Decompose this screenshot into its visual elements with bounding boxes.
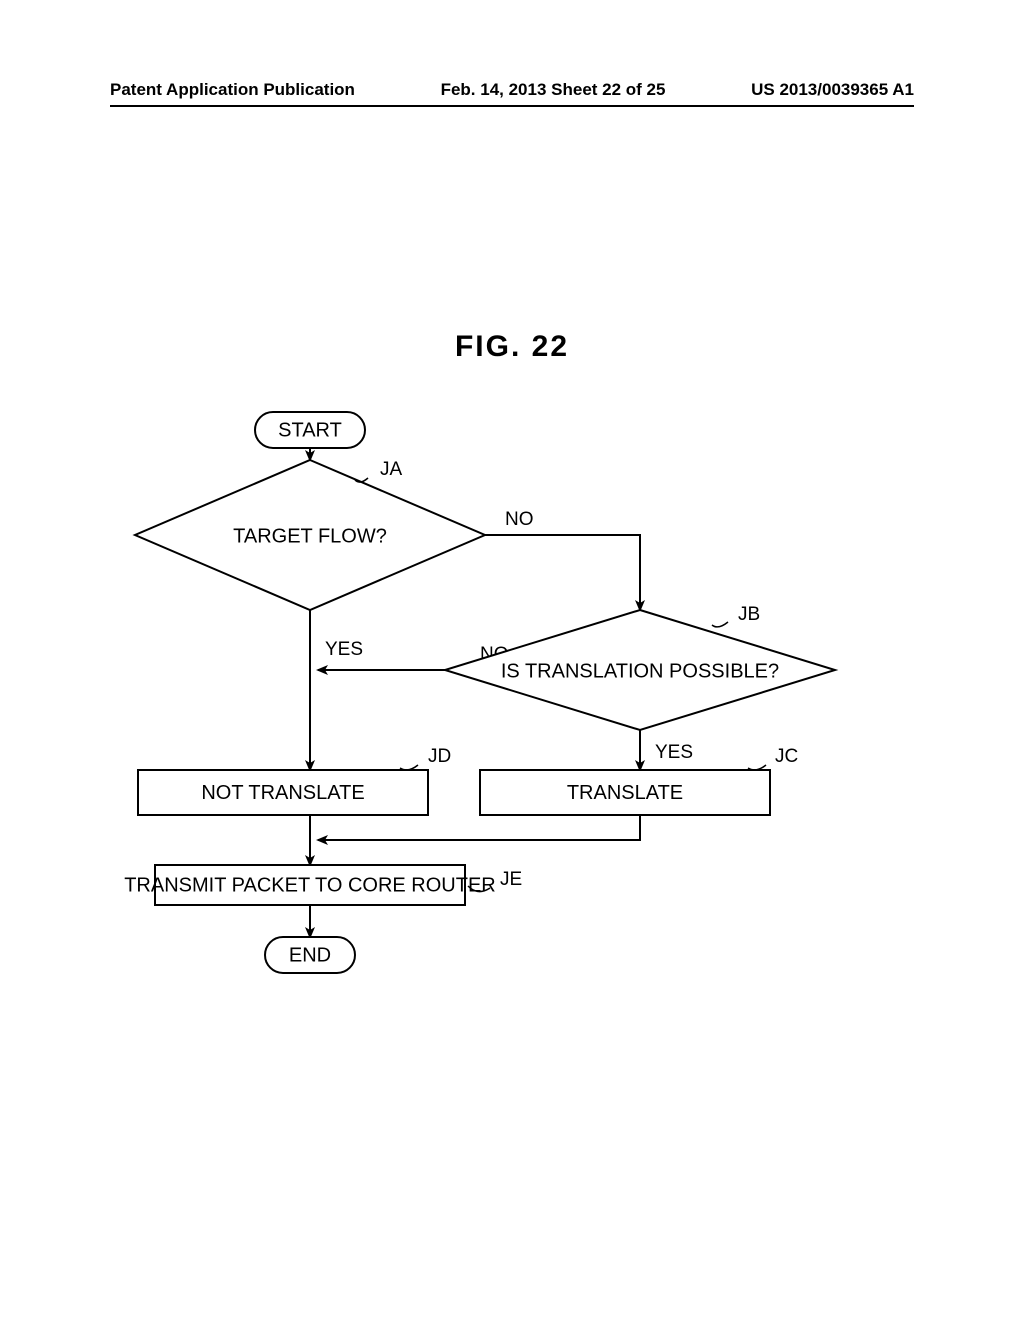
svg-text:TRANSLATE: TRANSLATE [567, 782, 683, 804]
page-header: Patent Application Publication Feb. 14, … [0, 80, 1024, 100]
ref-label: JD [428, 746, 451, 767]
nodes-layer: START TARGET FLOW? IS TRANSLATION POSSIBLE… [124, 412, 835, 973]
node-jb: IS TRANSLATION POSSIBLE? [445, 610, 835, 730]
edge-label: YES [655, 742, 693, 763]
edge-label: NO [505, 509, 534, 530]
svg-text:TARGET FLOW?: TARGET FLOW? [233, 525, 387, 547]
svg-text:START: START [278, 419, 342, 441]
node-jc: TRANSLATE [480, 770, 770, 815]
ref-label: JC [775, 746, 798, 767]
edge [318, 815, 640, 840]
edge [485, 535, 640, 610]
header-left: Patent Application Publication [110, 80, 355, 100]
svg-text:IS TRANSLATION POSSIBLE?: IS TRANSLATION POSSIBLE? [501, 660, 779, 682]
flowchart-svg: NOYESNOYESSTARTTARGET FLOW?IS TRANSLATIO… [100, 400, 920, 1000]
ref-label: JA [380, 459, 403, 480]
ref-label: JB [738, 604, 760, 625]
header-center: Feb. 14, 2013 Sheet 22 of 25 [441, 80, 666, 100]
svg-text:NOT TRANSLATE: NOT TRANSLATE [201, 782, 364, 804]
node-je: TRANSMIT PACKET TO CORE ROUTER [124, 865, 496, 905]
header-rule [110, 105, 914, 107]
figure-title: FIG. 22 [0, 330, 1024, 364]
node-end: END [265, 937, 355, 973]
edge-label: YES [325, 639, 363, 660]
node-jd: NOT TRANSLATE [138, 770, 428, 815]
header-right: US 2013/0039365 A1 [751, 80, 914, 100]
svg-text:END: END [289, 944, 331, 966]
svg-text:TRANSMIT PACKET TO CORE ROUTER: TRANSMIT PACKET TO CORE ROUTER [124, 874, 496, 896]
ref-tail [712, 622, 728, 627]
node-start: START [255, 412, 365, 448]
ref-label: JE [500, 869, 522, 890]
flowchart-diagram: NOYESNOYESSTARTTARGET FLOW?IS TRANSLATIO… [100, 400, 920, 1000]
node-ja: TARGET FLOW? [135, 460, 485, 610]
